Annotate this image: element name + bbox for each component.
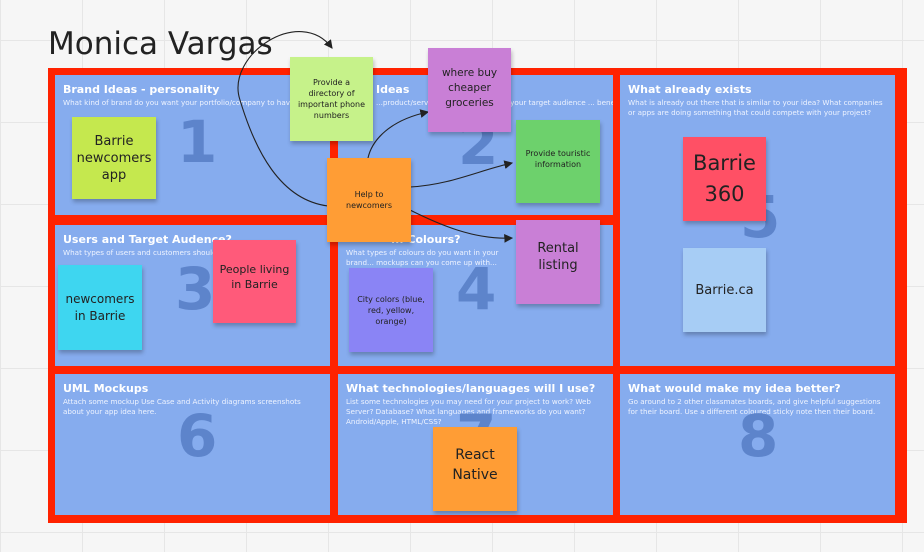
sticky-note[interactable]: City colors (blue, red, yellow, orange) [349, 268, 433, 352]
section-heading: UML Mockups [63, 382, 149, 395]
section-heading: What would make my idea better? [628, 382, 841, 395]
section-heading: Users and Target Audence? [63, 233, 232, 246]
sticky-text: Rental listing [537, 241, 579, 273]
section-number: 6 [177, 402, 218, 470]
section-description: What types of colours do you want in you… [346, 248, 499, 267]
sticky-note[interactable]: where buy cheaper groceries [428, 48, 511, 132]
sticky-note[interactable]: Barrie.ca [683, 248, 766, 332]
section-description: What is already out there that is simila… [628, 98, 883, 117]
sticky-note[interactable]: Rental listing [516, 220, 600, 304]
sticky-note[interactable]: Help to newcomers [327, 158, 411, 242]
sticky-text: Provide a directory of important phone n… [297, 78, 366, 120]
section-description: List some technologies you may need for … [346, 397, 591, 426]
section-description: What types of users and customers should… [63, 248, 224, 257]
sticky-text: React Native [452, 447, 498, 483]
sticky-note[interactable]: People living in Barrie [213, 240, 296, 323]
board-title: Monica Vargas [48, 26, 273, 62]
sticky-note[interactable]: Provide a directory of important phone n… [290, 57, 373, 141]
section-number: 1 [177, 108, 218, 176]
sticky-text: People living in Barrie [219, 263, 290, 291]
section-heading: Brand Ideas - personality [63, 83, 220, 96]
section-number: 3 [175, 255, 216, 323]
section-make-idea-better[interactable]: What would make my idea better? Go aroun… [620, 374, 895, 515]
sticky-note[interactable]: Provide touristic information [516, 120, 600, 203]
sticky-text: Barrie.ca [695, 282, 754, 298]
sticky-note[interactable]: Barrie 360 [683, 137, 766, 221]
sticky-text: Help to newcomers [346, 190, 392, 210]
sticky-note[interactable]: newcomers in Barrie [58, 265, 142, 350]
section-description: Attach some mockup Use Case and Activity… [63, 397, 301, 416]
section-heading: Ideas [376, 83, 410, 96]
section-number: 8 [738, 402, 779, 470]
section-uml-mockups[interactable]: UML Mockups Attach some mockup Use Case … [55, 374, 330, 515]
section-heading: What already exists [628, 83, 752, 96]
sticky-text: City colors (blue, red, yellow, orange) [357, 294, 425, 326]
sticky-note[interactable]: Barrie newcomers app [72, 117, 156, 199]
sticky-text: where buy cheaper groceries [441, 67, 498, 109]
sticky-text: Barrie 360 [693, 151, 756, 206]
sticky-text: Barrie newcomers app [76, 133, 152, 183]
section-heading: What technologies/languages will I use? [346, 382, 596, 395]
sticky-note[interactable]: React Native [433, 427, 517, 511]
sticky-text: Provide touristic information [525, 149, 591, 169]
sticky-text: newcomers in Barrie [65, 291, 135, 323]
section-description: What kind of brand do you want your port… [63, 98, 299, 107]
section-description: Go around to 2 other classmates boards, … [628, 397, 881, 416]
section-number: 4 [456, 255, 497, 323]
